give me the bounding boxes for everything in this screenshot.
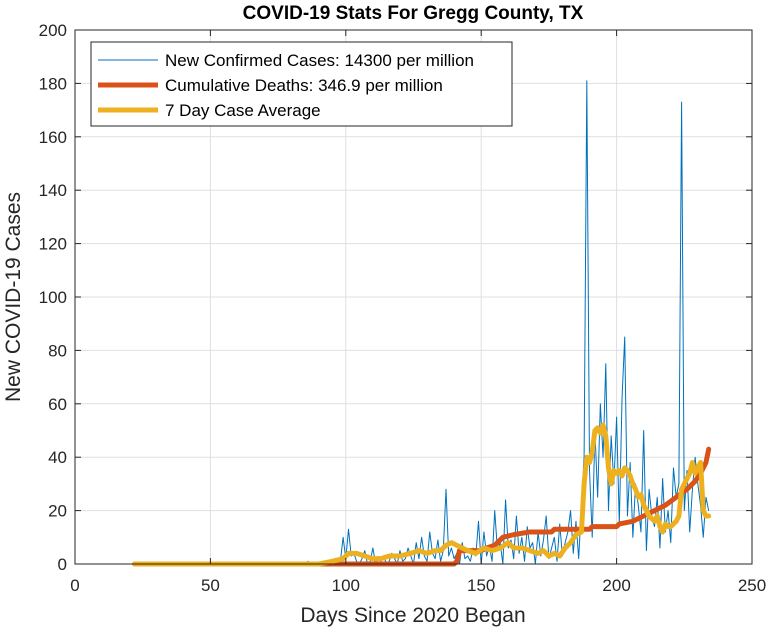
legend: New Confirmed Cases: 14300 per million C…	[90, 41, 513, 127]
x-tick-label: 200	[602, 576, 630, 595]
chart-title: COVID-19 Stats For Gregg County, TX	[243, 3, 584, 24]
legend-box	[90, 41, 513, 127]
y-tick-label: 180	[39, 74, 67, 93]
y-tick-label: 60	[48, 395, 67, 414]
legend-label-7-day-average: 7 Day Case Average	[165, 101, 321, 120]
y-tick-label: 120	[39, 235, 67, 254]
y-tick-label: 160	[39, 128, 67, 147]
x-tick-label: 0	[70, 576, 79, 595]
x-tick-label: 250	[738, 576, 766, 595]
y-tick-label: 100	[39, 288, 67, 307]
y-axis-label: New COVID-19 Cases	[2, 192, 25, 402]
legend-label-cumulative-deaths: Cumulative Deaths: 346.9 per million	[165, 76, 443, 95]
y-tick-label: 140	[39, 181, 67, 200]
y-tick-label: 0	[58, 555, 67, 574]
x-axis-label: Days Since 2020 Began	[300, 604, 525, 627]
x-tick-label: 50	[201, 576, 220, 595]
x-tick-label: 100	[332, 576, 360, 595]
y-tick-label: 20	[48, 502, 67, 521]
series-7-day-average	[132, 422, 712, 567]
series-layer	[132, 80, 712, 567]
y-tick-label: 200	[39, 21, 67, 40]
y-tick-label: 80	[48, 341, 67, 360]
tick-layer: 0 50 100 150 200 250 0 20 40 60 80 100 120 140 160 180 2…	[39, 21, 767, 595]
legend-label-new-cases: New Confirmed Cases: 14300 per million	[165, 51, 474, 70]
x-tick-label: 150	[467, 576, 495, 595]
y-tick-label: 40	[48, 448, 67, 467]
